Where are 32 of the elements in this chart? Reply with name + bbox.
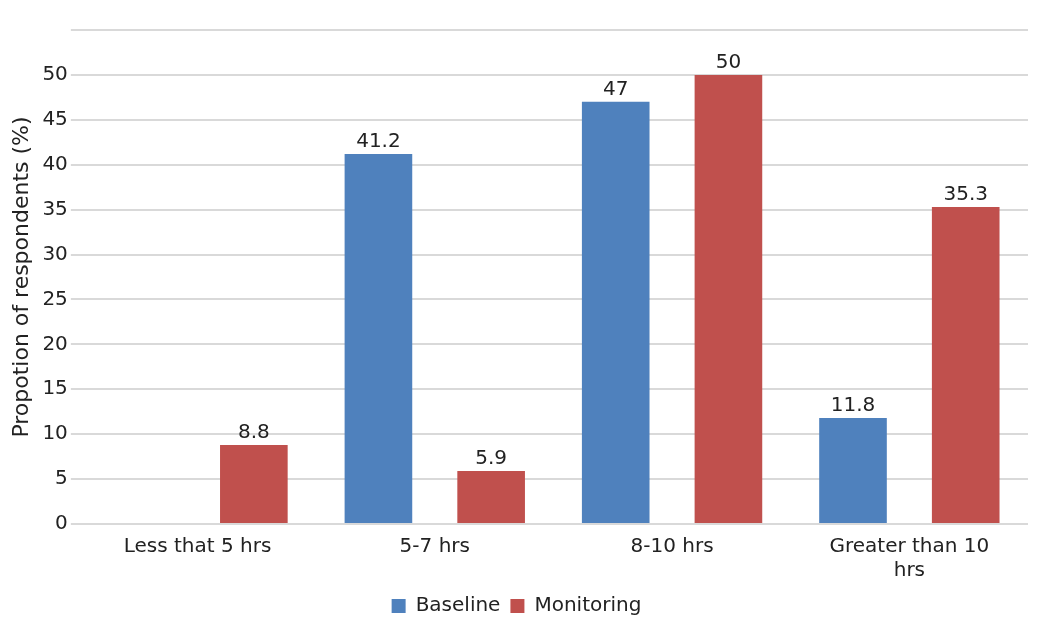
bar xyxy=(819,418,887,523)
x-tick-label: Greater than 10 hrs xyxy=(829,533,990,582)
y-tick-label: 25 xyxy=(42,285,68,310)
y-axis-title: Propotion of respondents (%) xyxy=(7,116,33,438)
x-tick-label: Less that 5 hrs xyxy=(123,533,272,558)
bar xyxy=(457,471,525,523)
y-tick-label: 20 xyxy=(42,330,68,355)
y-tick-label: 40 xyxy=(42,150,68,175)
bar xyxy=(694,74,763,523)
y-tick-label: 50 xyxy=(42,61,68,86)
legend-label: Baseline xyxy=(415,592,501,617)
y-tick-label: 10 xyxy=(42,420,68,445)
data-label: 35.3 xyxy=(943,181,988,206)
data-label: 5.9 xyxy=(475,445,508,470)
data-label: 50 xyxy=(715,49,742,74)
y-tick-label: 35 xyxy=(42,195,68,220)
x-tick-label: 8-10 hrs xyxy=(630,533,714,558)
y-tick-label: 45 xyxy=(42,106,68,131)
y-tick-label: 5 xyxy=(55,465,68,490)
y-tick-label: 0 xyxy=(55,510,68,535)
bar xyxy=(220,444,288,523)
bar xyxy=(344,153,413,523)
y-tick-label: 30 xyxy=(42,240,68,265)
bar xyxy=(581,101,650,523)
data-label: 41.2 xyxy=(356,128,401,153)
legend-label: Monitoring xyxy=(534,592,642,617)
data-label: 47 xyxy=(602,76,629,101)
y-tick-label: 15 xyxy=(42,375,68,400)
data-label: 8.8 xyxy=(237,419,270,444)
data-label: 11.8 xyxy=(830,392,876,417)
bar xyxy=(931,206,1000,523)
x-tick-label: 5-7 hrs xyxy=(399,533,470,558)
